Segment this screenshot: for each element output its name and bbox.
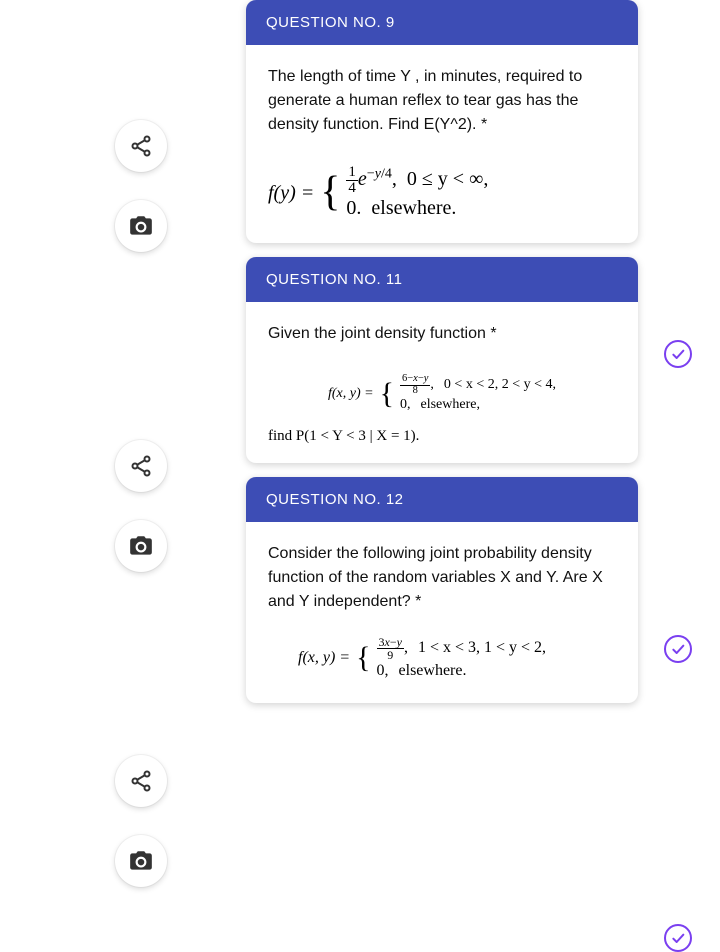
question-formula: f(x, y) = { 6−x−y8, 0 < x < 2, 2 < y < 4… [246, 356, 638, 422]
brace-icon: { [356, 646, 370, 670]
share-icon [129, 454, 153, 478]
share-button[interactable] [115, 120, 167, 172]
share-icon [129, 134, 153, 158]
case-cond: elsewhere. [399, 661, 467, 681]
camera-button[interactable] [115, 200, 167, 252]
question-formula: f(y) = { 14e−y/4, 0 ≤ y < ∞, 0. elsewher… [246, 155, 638, 243]
side-actions-1 [115, 120, 167, 252]
question-body: Consider the following joint probability… [246, 522, 638, 632]
share-icon [129, 769, 153, 793]
camera-icon [128, 213, 154, 239]
side-actions-2 [115, 440, 167, 572]
answered-badge[interactable] [664, 635, 692, 663]
formula-lhs: f(x, y) = [298, 649, 350, 667]
question-formula: f(x, y) = { 3x−y9, 1 < x < 3, 1 < y < 2,… [246, 632, 638, 703]
formula-cases: 3x−y9, 1 < x < 3, 1 < y < 2, 0, elsewher… [377, 636, 547, 681]
formula-lhs: f(x, y) = [328, 386, 374, 402]
check-icon [670, 641, 686, 657]
case-expr: 0. [346, 196, 361, 221]
case-expr: 0, [400, 396, 411, 414]
question-card: QUESTION NO. 11 Given the joint density … [246, 257, 638, 463]
question-header: QUESTION NO. 12 [246, 477, 638, 522]
share-button[interactable] [115, 755, 167, 807]
camera-icon [128, 533, 154, 559]
answered-badge[interactable] [664, 924, 692, 952]
question-header: QUESTION NO. 11 [246, 257, 638, 302]
camera-icon [128, 848, 154, 874]
case-cond: 1 < x < 3, 1 < y < 2, [418, 638, 546, 658]
side-actions-3 [115, 755, 167, 887]
case-cond: 0 < x < 2, 2 < y < 4, [444, 376, 556, 394]
brace-icon: { [320, 176, 340, 210]
formula-cases: 14e−y/4, 0 ≤ y < ∞, 0. elsewhere. [346, 165, 488, 221]
case-cond: 0 ≤ y < ∞, [407, 167, 489, 192]
check-icon [670, 930, 686, 946]
formula-cases: 6−x−y8, 0 < x < 2, 2 < y < 4, 0, elsewhe… [400, 374, 556, 414]
brace-icon: { [380, 382, 394, 406]
question-cards: QUESTION NO. 9 The length of time Y , in… [246, 0, 638, 703]
answered-badge[interactable] [664, 340, 692, 368]
check-icon [670, 346, 686, 362]
question-body: Given the joint density function * [246, 302, 638, 356]
case-cond: elsewhere. [371, 196, 456, 221]
share-button[interactable] [115, 440, 167, 492]
case-expr: 3x−y9, [377, 636, 408, 661]
case-expr: 14e−y/4, [346, 165, 396, 196]
camera-button[interactable] [115, 835, 167, 887]
case-cond: elsewhere, [420, 396, 479, 414]
formula-lhs: f(y) = [268, 182, 314, 205]
question-find: find P(1 < Y < 3 | X = 1). [246, 422, 638, 463]
question-card: QUESTION NO. 12 Consider the following j… [246, 477, 638, 703]
camera-button[interactable] [115, 520, 167, 572]
case-expr: 0, [377, 661, 389, 681]
question-body: The length of time Y , in minutes, requi… [246, 45, 638, 155]
case-expr: 6−x−y8, [400, 374, 434, 396]
question-header: QUESTION NO. 9 [246, 0, 638, 45]
question-card: QUESTION NO. 9 The length of time Y , in… [246, 0, 638, 243]
